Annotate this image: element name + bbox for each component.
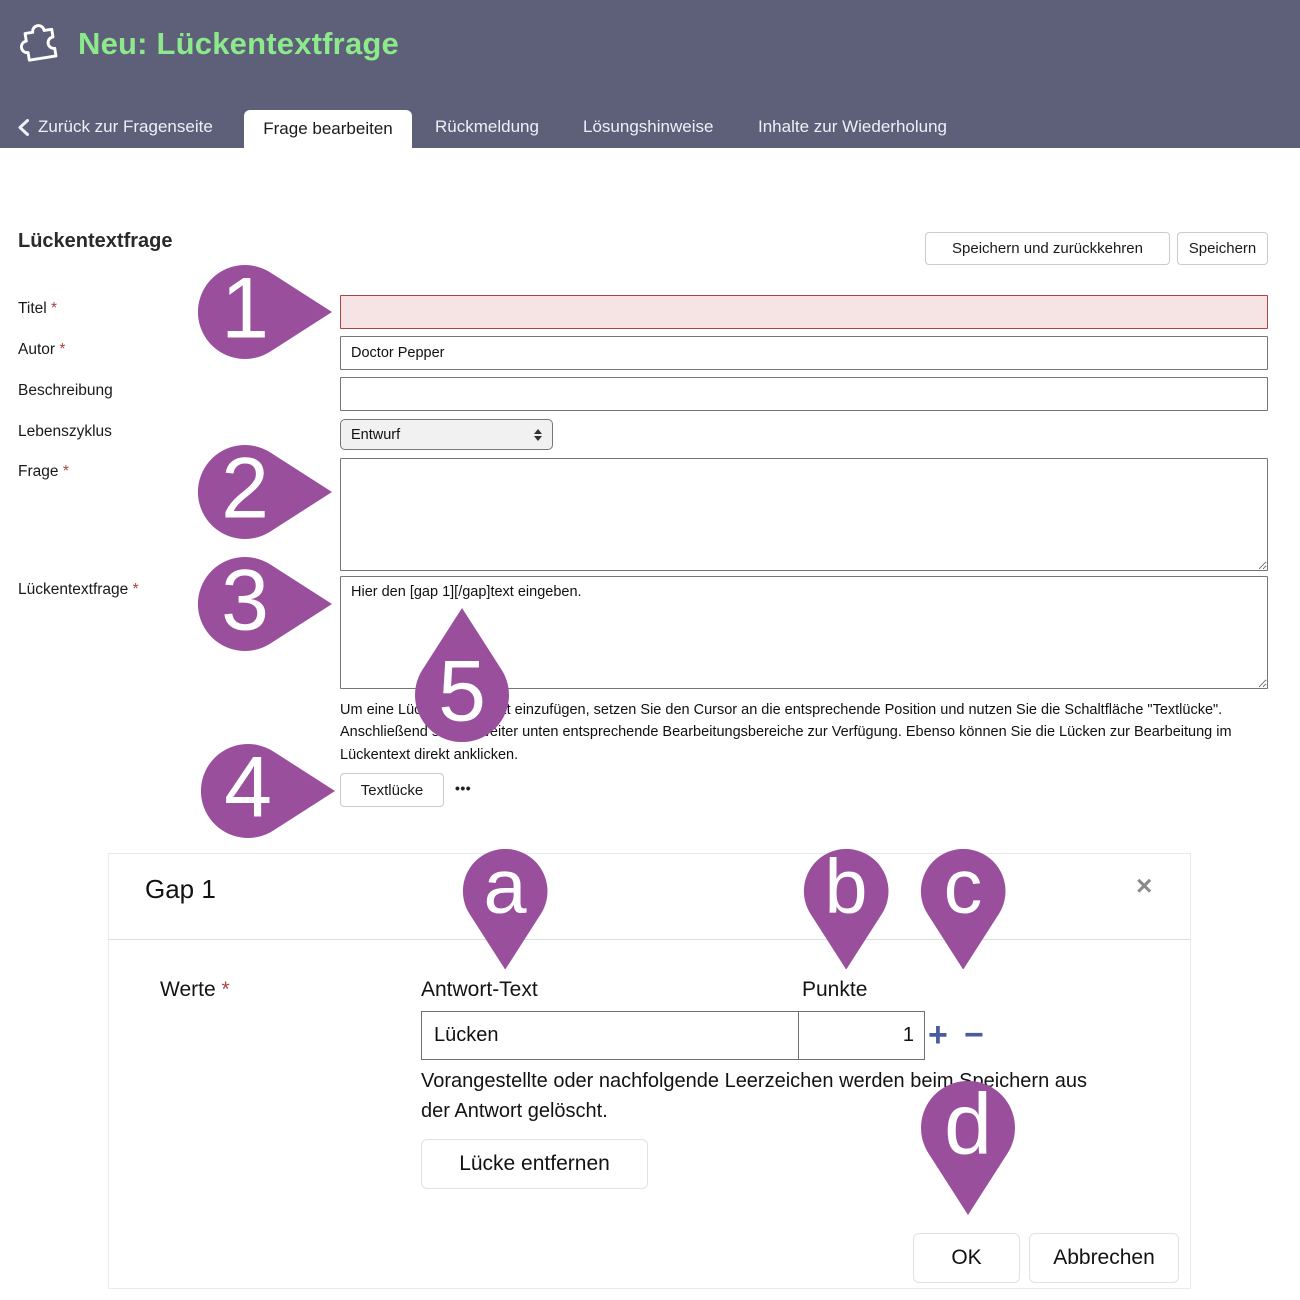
teardrop-pin-icon	[198, 557, 332, 651]
tab-frage-bearbeiten[interactable]: Frage bearbeiten	[244, 110, 412, 148]
titel-label: Titel *	[18, 300, 58, 317]
remove-gap-button[interactable]: Lücke entfernen	[421, 1139, 648, 1189]
annotation-marker-3: 3	[198, 556, 332, 652]
back-to-question-page-link[interactable]: Zurück zur Fragenseite	[18, 117, 213, 137]
cancel-button[interactable]: Abbrechen	[1029, 1233, 1179, 1283]
gap-panel-title: Gap 1	[145, 874, 216, 904]
more-options-ellipsis-icon[interactable]: •••	[455, 780, 472, 796]
marker-label: 4	[224, 739, 272, 836]
lueckentextfrage-label: Lückentextfrage *	[18, 581, 139, 598]
save-and-return-button[interactable]: Speichern und zurückkehren	[925, 232, 1170, 265]
tab-loesungshinweise[interactable]: Lösungshinweise	[583, 117, 714, 136]
back-link-label: Zurück zur Fragenseite	[38, 117, 213, 136]
teardrop-pin-icon	[198, 445, 332, 539]
add-answer-button[interactable]: +	[928, 1016, 948, 1054]
lueckentext-help-text: Um eine Lücke in den Text einzufügen, se…	[340, 702, 1232, 763]
antwort-text-input[interactable]	[421, 1011, 799, 1060]
autor-label: Autor *	[18, 341, 66, 358]
required-asterisk: *	[62, 463, 69, 480]
autor-input[interactable]	[340, 336, 1268, 370]
gap-edit-panel	[108, 853, 1191, 1289]
required-asterisk: *	[51, 300, 58, 317]
annotation-marker-1: 1	[198, 264, 332, 360]
page-title: Neu: Lückentextfrage	[78, 26, 399, 61]
form-heading: Lückentextfrage	[18, 230, 173, 252]
panel-divider	[109, 939, 1190, 940]
lebenszyklus-selected-value: Entwurf	[351, 426, 401, 443]
tab-inhalte-zur-wiederholung[interactable]: Inhalte zur Wiederholung	[758, 117, 948, 136]
remove-answer-button[interactable]: −	[964, 1016, 984, 1054]
teardrop-pin-icon	[198, 265, 332, 359]
close-icon[interactable]: ×	[1136, 870, 1153, 901]
beschreibung-label: Beschreibung	[18, 382, 113, 399]
ok-button[interactable]: OK	[913, 1233, 1020, 1283]
tab-label: Frage bearbeiten	[263, 119, 393, 138]
marker-label: 2	[221, 440, 269, 537]
titel-input[interactable]	[340, 295, 1268, 329]
frage-textarea[interactable]	[340, 458, 1268, 571]
select-updown-icon	[534, 428, 542, 441]
required-asterisk: *	[132, 581, 139, 598]
punkte-input[interactable]	[798, 1011, 925, 1060]
textluecke-button[interactable]: Textlücke	[340, 773, 444, 807]
save-button[interactable]: Speichern	[1177, 232, 1268, 265]
tab-rueckmeldung[interactable]: Rückmeldung	[435, 117, 539, 136]
lueckentext-textarea[interactable]: Hier den [gap 1][/gap]text eingeben.	[340, 576, 1268, 689]
puzzle-icon	[8, 14, 71, 81]
required-asterisk: *	[59, 341, 66, 358]
whitespace-note-text: Vorangestellte oder nachfolgende Leerzei…	[421, 1070, 1088, 1122]
marker-label: 3	[221, 552, 269, 649]
frage-label: Frage *	[18, 463, 69, 480]
header-bar: Neu: Lückentextfrage Zurück zur Fragense…	[0, 0, 1300, 148]
chevron-left-icon	[18, 118, 29, 136]
beschreibung-input[interactable]	[340, 377, 1268, 411]
required-asterisk: *	[221, 978, 230, 1001]
marker-label: 1	[221, 260, 269, 357]
lebenszyklus-label: Lebenszyklus	[18, 423, 112, 440]
annotation-marker-4: 4	[201, 743, 335, 839]
annotation-marker-2: 2	[198, 444, 332, 540]
punkte-column-header: Punkte	[802, 978, 868, 1001]
lebenszyklus-select[interactable]: Entwurf	[340, 419, 553, 450]
werte-label: Werte *	[160, 978, 230, 1001]
antwort-text-column-header: Antwort-Text	[421, 978, 538, 1001]
teardrop-pin-icon	[201, 744, 335, 838]
